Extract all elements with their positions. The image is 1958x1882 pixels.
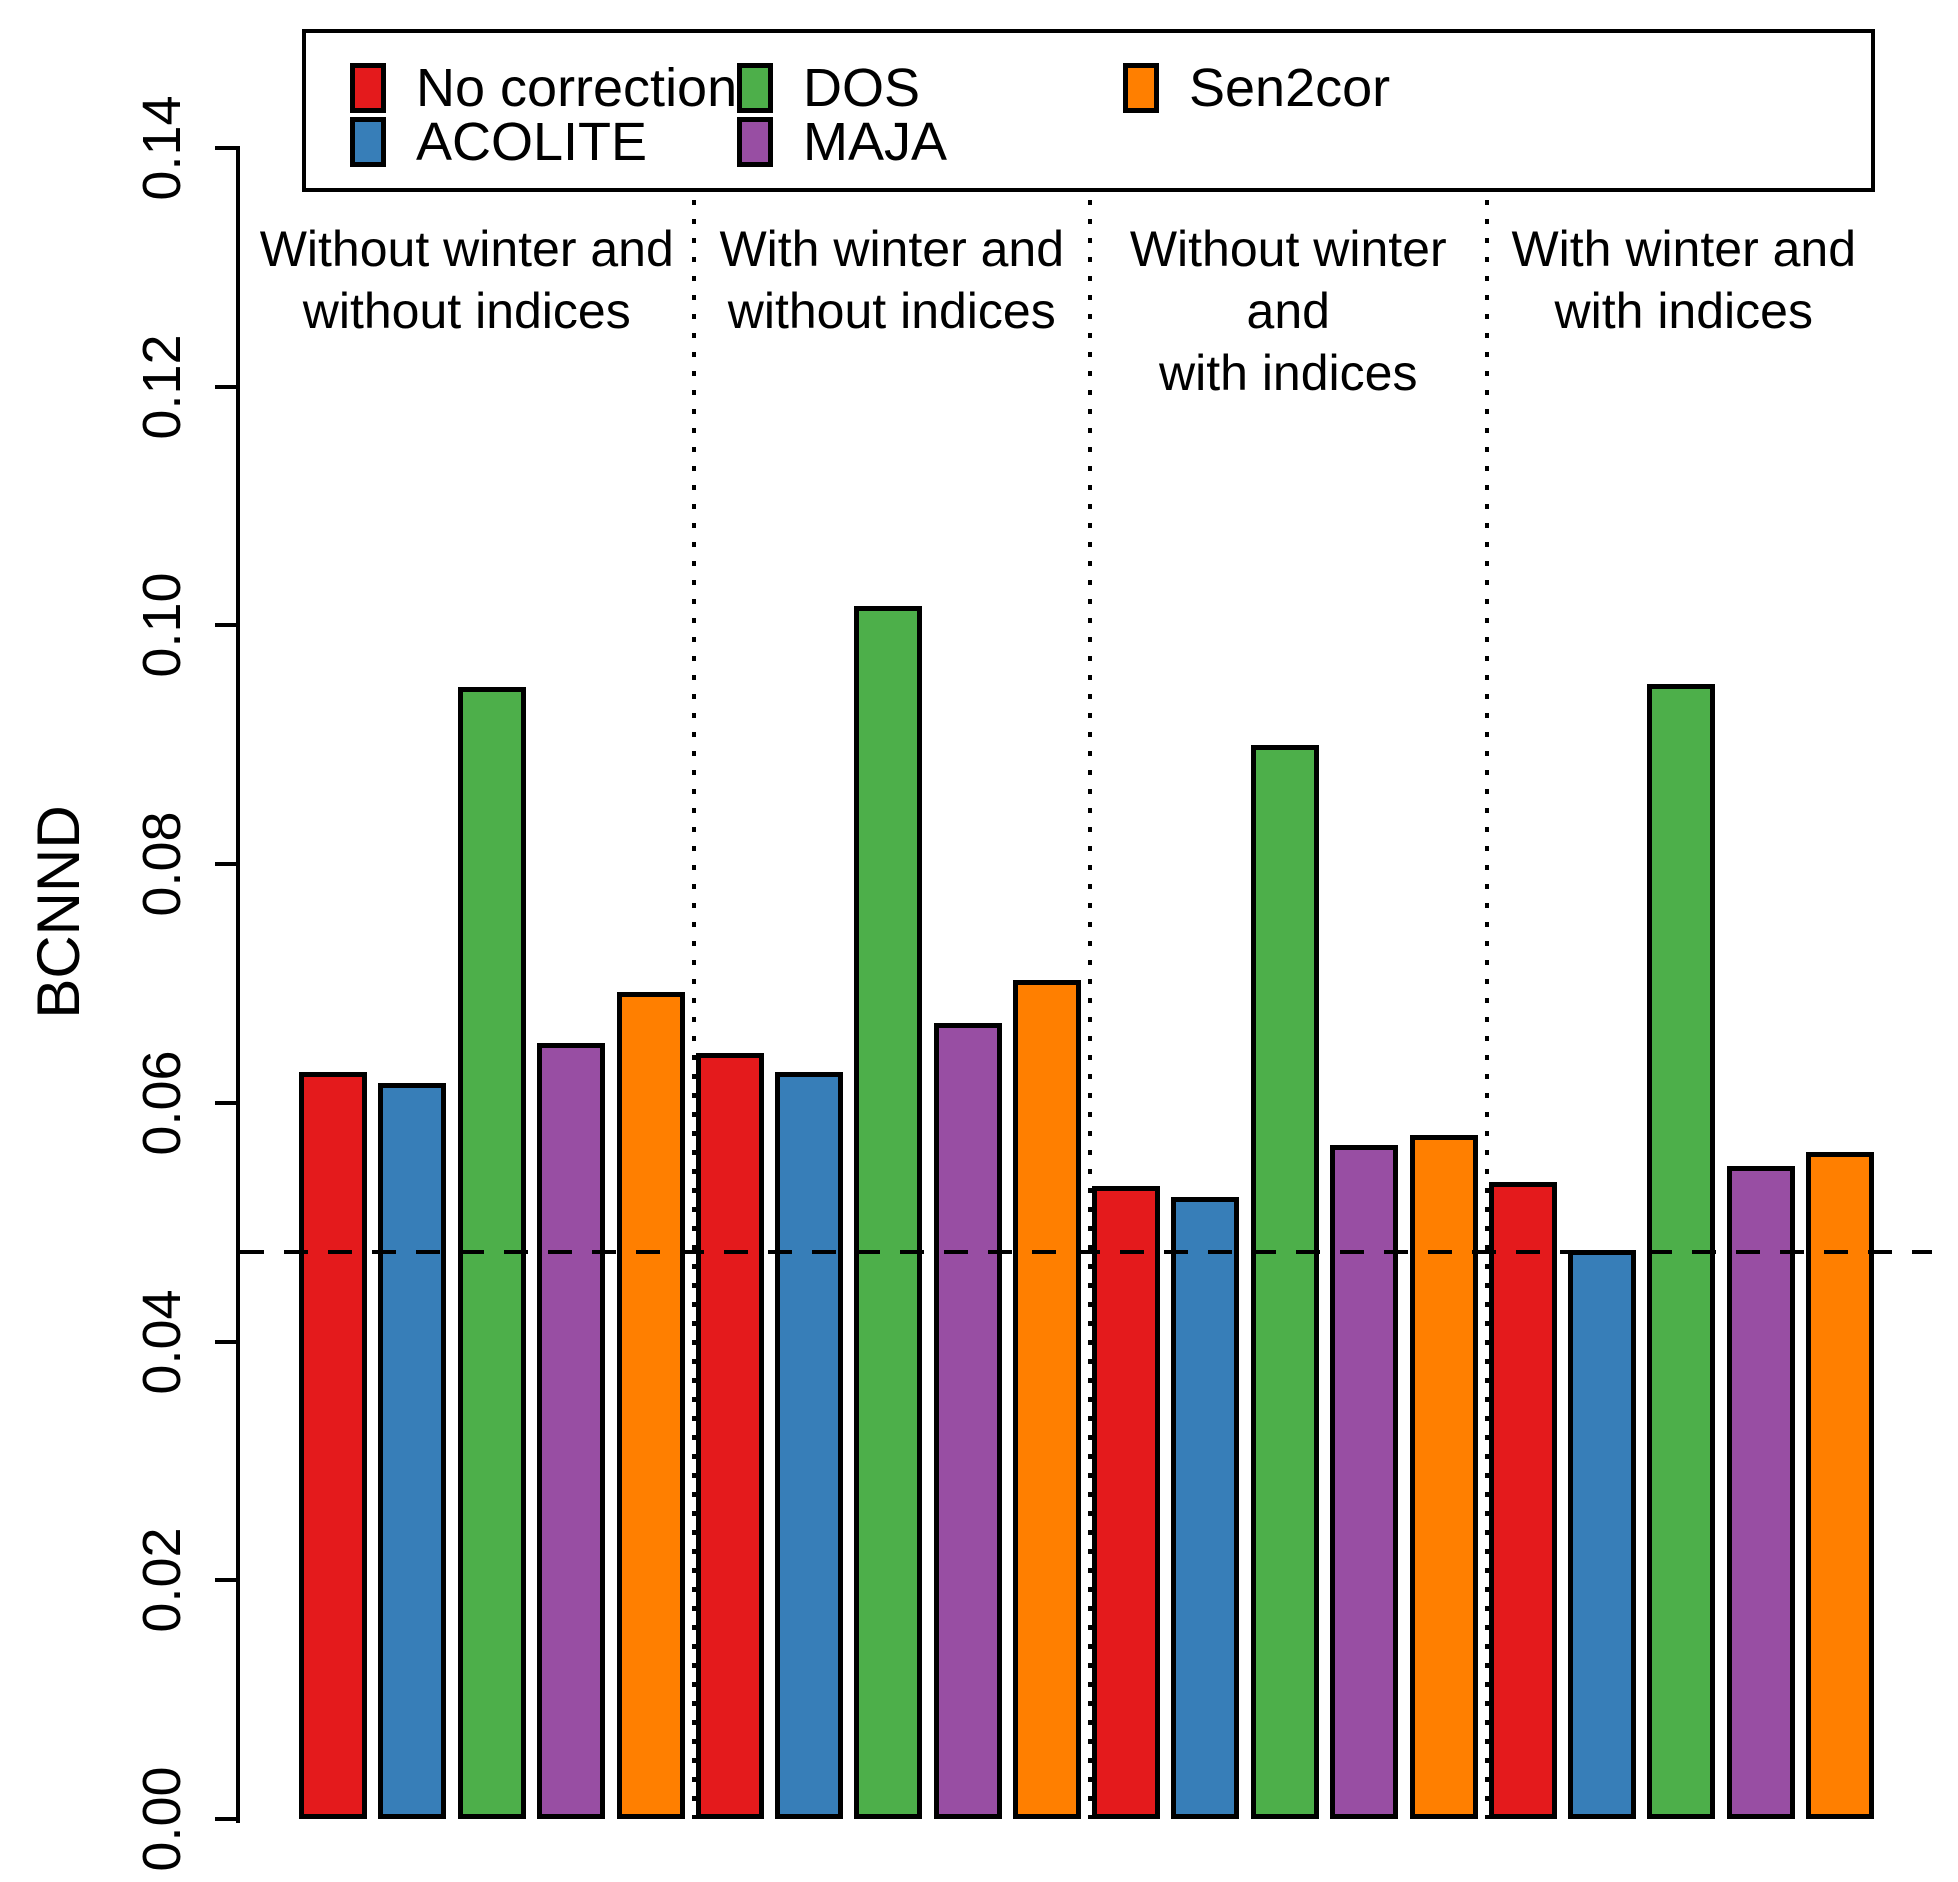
y-tick-mark bbox=[215, 1817, 237, 1821]
y-tick-label: 0.12 bbox=[132, 334, 192, 440]
y-tick-mark bbox=[215, 1100, 237, 1105]
bar-no-correction-group4 bbox=[1489, 1182, 1557, 1819]
bar-acolite-group4 bbox=[1568, 1250, 1636, 1819]
bar-no-correction-group2 bbox=[696, 1053, 764, 1819]
legend-label: ACOLITE bbox=[416, 112, 648, 172]
y-tick-label: 0.00 bbox=[132, 1766, 192, 1872]
dos-swatch bbox=[737, 63, 773, 113]
y-tick-label: 0.10 bbox=[132, 572, 192, 678]
legend-item-dos: DOS bbox=[737, 58, 921, 118]
y-tick-label: 0.14 bbox=[132, 95, 192, 201]
y-tick-mark bbox=[215, 146, 237, 150]
y-tick-label: 0.04 bbox=[132, 1289, 192, 1395]
bar-no-correction-group1 bbox=[299, 1072, 367, 1819]
legend-label: MAJA bbox=[803, 112, 948, 172]
bar-maja-group3 bbox=[1330, 1145, 1398, 1819]
group-separator bbox=[1088, 200, 1092, 1819]
sen2cor-swatch bbox=[1123, 63, 1159, 113]
y-tick-mark bbox=[215, 384, 237, 389]
y-tick-label: 0.06 bbox=[132, 1050, 192, 1156]
legend-label: Sen2cor bbox=[1189, 58, 1391, 118]
bar-maja-group1 bbox=[537, 1043, 605, 1819]
maja-swatch bbox=[737, 117, 773, 167]
bar-maja-group4 bbox=[1727, 1166, 1795, 1819]
legend: No correction ACOLITE DOS MAJA Sen2cor bbox=[302, 29, 1875, 192]
y-tick-mark bbox=[215, 623, 237, 628]
group-separator bbox=[1484, 200, 1489, 1819]
y-tick-mark bbox=[215, 1578, 237, 1583]
group-label: With winter and without indices bbox=[719, 221, 1065, 339]
bar-sen2cor-group4 bbox=[1806, 1152, 1874, 1819]
group-label: Without winter and without indices bbox=[259, 221, 674, 339]
legend-label: DOS bbox=[803, 58, 921, 118]
bar-acolite-group3 bbox=[1171, 1197, 1239, 1819]
bar-sen2cor-group3 bbox=[1410, 1135, 1478, 1819]
legend-label: No correction bbox=[416, 58, 738, 118]
legend-item-acolite: ACOLITE bbox=[350, 112, 648, 172]
bar-dos-group3 bbox=[1251, 745, 1319, 1819]
bar-maja-group2 bbox=[934, 1023, 1002, 1819]
bar-sen2cor-group2 bbox=[1013, 980, 1081, 1819]
legend-item-sen2cor: Sen2cor bbox=[1123, 58, 1391, 118]
reference-dashed-line bbox=[240, 1250, 1932, 1254]
acolite-swatch bbox=[350, 117, 386, 167]
y-axis-title: BCNND bbox=[24, 805, 92, 1019]
bar-acolite-group2 bbox=[775, 1072, 843, 1819]
group-separator bbox=[691, 200, 696, 1819]
legend-item-no-correction: No correction bbox=[350, 58, 738, 118]
group-label: With winter and with indices bbox=[1511, 221, 1857, 339]
bar-sen2cor-group1 bbox=[617, 992, 685, 1819]
bar-acolite-group1 bbox=[378, 1083, 446, 1819]
y-axis-line bbox=[236, 146, 240, 1823]
legend-item-maja: MAJA bbox=[737, 112, 948, 172]
bar-no-correction-group3 bbox=[1092, 1186, 1160, 1819]
y-tick-label: 0.08 bbox=[132, 811, 192, 917]
no-correction-swatch bbox=[350, 63, 386, 113]
group-label: Without winter and with indices bbox=[1129, 221, 1447, 401]
y-tick-mark bbox=[215, 862, 237, 867]
y-tick-label: 0.02 bbox=[132, 1527, 192, 1633]
y-tick-mark bbox=[215, 1339, 237, 1344]
bar-dos-group2 bbox=[854, 606, 922, 1819]
